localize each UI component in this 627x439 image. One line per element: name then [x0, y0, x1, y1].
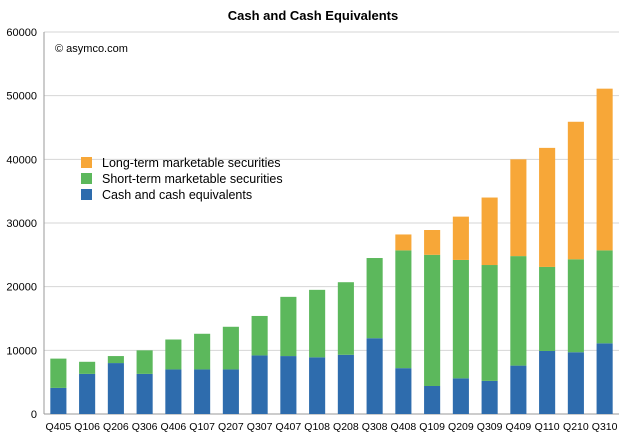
- bar-segment: [194, 369, 211, 414]
- bar-segment: [165, 339, 182, 370]
- bar-segment: [539, 266, 556, 351]
- y-tick-label: 10000: [6, 345, 37, 357]
- legend-label: Short-term marketable securities: [102, 172, 283, 186]
- x-tick-label: Q408: [391, 421, 417, 433]
- bar-segment: [424, 254, 441, 386]
- x-tick-label: Q308: [362, 421, 388, 433]
- gridlines: [44, 31, 619, 415]
- bar-segment: [107, 363, 124, 414]
- bar-segment: [309, 357, 326, 414]
- bar-segment: [452, 378, 469, 414]
- bar-segment: [222, 326, 239, 370]
- bar-segment: [452, 216, 469, 260]
- y-tick-label: 30000: [6, 218, 37, 230]
- y-tick-label: 40000: [6, 154, 37, 166]
- x-tick-label: Q405: [46, 421, 72, 433]
- credit-annotation: © asymco.com: [55, 43, 128, 55]
- x-tick-label: Q108: [304, 421, 330, 433]
- bar-segment: [424, 385, 441, 414]
- bar-segment: [280, 296, 297, 357]
- bar-segment: [596, 343, 613, 414]
- y-axis: 0 10000 20000 30000 40000 50000 60000: [6, 27, 45, 421]
- legend-swatch: [81, 173, 92, 184]
- bar-segment: [452, 259, 469, 379]
- bar-segment: [510, 159, 527, 257]
- x-tick-label: Q406: [161, 421, 187, 433]
- x-tick-label: Q208: [333, 421, 359, 433]
- bar-segment: [481, 265, 498, 381]
- legend: Long-term marketable securities Short-ter…: [81, 156, 283, 202]
- bar-segment: [510, 256, 527, 366]
- y-tick-label: 20000: [6, 282, 37, 294]
- x-tick-label: Q106: [74, 421, 100, 433]
- x-tick-label: Q310: [592, 421, 618, 433]
- x-tick-label: Q210: [563, 421, 589, 433]
- bar-segment: [309, 289, 326, 358]
- y-tick-label: 60000: [6, 27, 37, 39]
- x-tick-label: Q407: [276, 421, 302, 433]
- bar-segment: [567, 352, 584, 414]
- bar-segment: [596, 88, 613, 251]
- legend-swatch: [81, 157, 92, 168]
- bar-segment: [337, 282, 354, 355]
- bar-segment: [366, 258, 383, 339]
- bars: [50, 88, 613, 414]
- bar-segment: [79, 373, 96, 414]
- bar-segment: [567, 121, 584, 260]
- bar-segment: [395, 368, 412, 414]
- bar-segment: [222, 369, 239, 414]
- x-tick-label: Q209: [448, 421, 474, 433]
- bar-segment: [539, 350, 556, 414]
- chart-title: Cash and Cash Equivalents: [228, 8, 399, 23]
- legend-label: Long-term marketable securities: [102, 156, 281, 170]
- x-tick-label: Q306: [132, 421, 158, 433]
- bar-segment: [165, 369, 182, 414]
- x-tick-label: Q409: [506, 421, 532, 433]
- x-tick-label: Q307: [247, 421, 273, 433]
- y-tick-label: 50000: [6, 91, 37, 103]
- bar-segment: [107, 356, 124, 364]
- x-tick-label: Q109: [419, 421, 445, 433]
- y-tick-label: 0: [31, 409, 37, 421]
- bar-segment: [251, 355, 268, 414]
- bar-segment: [481, 197, 498, 266]
- bar-segment: [395, 234, 412, 251]
- bar-segment: [481, 380, 498, 414]
- bar-segment: [366, 338, 383, 414]
- bar-segment: [50, 387, 67, 414]
- bar-segment: [567, 259, 584, 353]
- bar-segment: [251, 315, 268, 356]
- legend-swatch: [81, 189, 92, 200]
- bar-segment: [136, 350, 153, 374]
- bar-segment: [136, 373, 153, 414]
- bar-segment: [280, 356, 297, 414]
- x-tick-label: Q207: [218, 421, 244, 433]
- x-axis: Q405 Q106 Q206 Q306 Q406 Q107 Q207 Q307 Q407 Q108…: [46, 421, 618, 433]
- bar-segment: [539, 147, 556, 267]
- x-tick-label: Q107: [189, 421, 215, 433]
- bar-segment: [424, 230, 441, 255]
- x-tick-label: Q206: [103, 421, 129, 433]
- bar-segment: [79, 361, 96, 374]
- bar-segment: [596, 250, 613, 344]
- bar-segment: [395, 250, 412, 369]
- legend-label: Cash and cash equivalents: [102, 188, 252, 202]
- x-tick-label: Q309: [477, 421, 503, 433]
- bar-segment: [337, 354, 354, 414]
- bar-segment: [194, 333, 211, 370]
- bar-segment: [50, 358, 67, 388]
- x-tick-label: Q110: [535, 421, 560, 433]
- bar-segment: [510, 365, 527, 414]
